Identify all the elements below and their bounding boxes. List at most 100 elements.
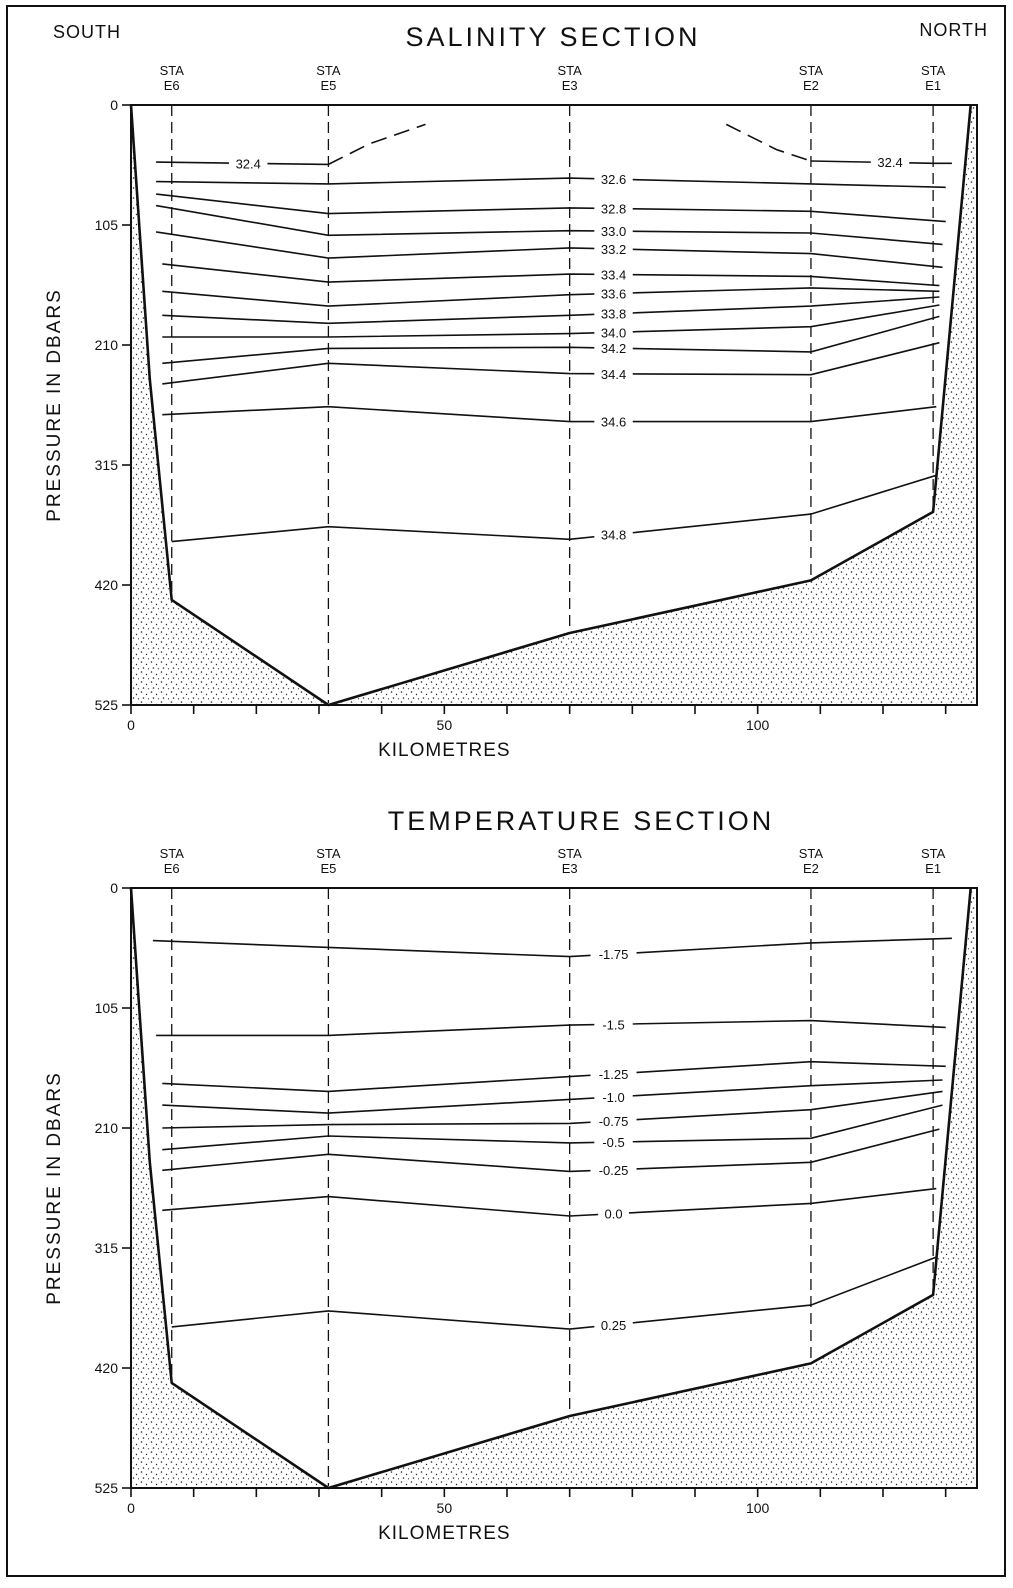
- temperature-isoline-0-5-5: [162, 1104, 943, 1151]
- temperature-y-tick-label-420: 420: [95, 1360, 119, 1376]
- temperature-station-e5-sta-label: STA: [316, 846, 341, 861]
- salinity-isoline-label-bg-11: [594, 365, 633, 382]
- salinity-isoline-label-34-4-11: 34.4: [601, 367, 626, 382]
- salinity-station-e5-name: E5: [320, 78, 336, 93]
- temperature-station-e3-sta-label: STA: [558, 846, 583, 861]
- salinity-isoline-34-6-12: [162, 405, 937, 423]
- salinity-y-tick-label-420: 420: [95, 577, 119, 593]
- salinity-isoline-34-8-13: [171, 474, 937, 543]
- salinity-isoline-33-0-4: [155, 204, 943, 246]
- temperature-isoline-label-1-25-2: -1.25: [599, 1067, 629, 1082]
- temperature-isoline-1-5-1: [156, 1019, 946, 1037]
- salinity-isoline-label-bg-1: [870, 154, 910, 171]
- salinity-y-axis-label: PRESSURE IN DBARS: [44, 288, 65, 522]
- salinity-isoline-34-4-11: [162, 341, 940, 385]
- temperature-isoline-label-0-25-6: -0.25: [599, 1163, 629, 1178]
- salinity-isoline-32-4-1: [810, 160, 952, 165]
- salinity-isoline-32-4-1-dashed: [725, 123, 812, 162]
- temperature-isoline-1-0-3: [162, 1079, 943, 1114]
- salinity-isoline-label-32-4-0: 32.4: [236, 156, 261, 171]
- salinity-station-e2-name: E2: [803, 78, 819, 93]
- salinity-station-e5-sta-label: STA: [316, 63, 341, 78]
- salinity-isoline-label-bg-6: [594, 266, 633, 283]
- salinity-isoline-label-32-4-1: 32.4: [877, 155, 902, 170]
- salinity-y-tick-label-0: 0: [110, 97, 118, 113]
- temperature-isotherms: -1.75 -1.5 -1.25 -1.0 -0.75 -0.5 -0.25 0.0 0.25: [152, 937, 952, 1333]
- salinity-x-tick-label-100: 100: [746, 717, 770, 733]
- salinity-station-e6-sta-label: STA: [160, 63, 185, 78]
- temperature-station-e6-name: E6: [164, 861, 180, 876]
- temperature-isoline-0-25-6: [162, 1128, 940, 1173]
- temperature-isoline-label-0-25-8: 0.25: [601, 1318, 626, 1333]
- salinity-x-axis-label: KILOMETRES: [378, 740, 510, 761]
- temperature-isoline-label-bg-7: [598, 1205, 629, 1222]
- temperature-isoline-0-75-4: [162, 1090, 943, 1129]
- salinity-isoline-label-34-8-13: 34.8: [601, 528, 626, 543]
- temperature-section-chart: TEMPERATURE SECTION STAE6STAE5STAE3STAE2…: [44, 806, 978, 1544]
- temperature-isoline-label-bg-4: [590, 1112, 637, 1129]
- temperature-y-axis-label: PRESSURE IN DBARS: [44, 1071, 65, 1305]
- salinity-station-e1-name: E1: [925, 78, 941, 93]
- salinity-station-e3-sta-label: STA: [558, 63, 583, 78]
- temperature-station-e1-sta-label: STA: [921, 846, 946, 861]
- temperature-isoline-label-bg-8: [594, 1316, 633, 1333]
- temperature-isoline-label-1-75-0: -1.75: [599, 947, 629, 962]
- salinity-station-e1-sta-label: STA: [921, 63, 946, 78]
- salinity-isoline-33-8-8: [162, 296, 940, 325]
- temperature-x-tick-label-50: 50: [437, 1500, 453, 1516]
- temperature-station-e6-sta-label: STA: [160, 846, 185, 861]
- salinity-isoline-label-bg-10: [594, 340, 633, 357]
- salinity-isoline-34-0-9: [162, 304, 940, 338]
- salinity-isoline-32-8-3: [156, 193, 946, 223]
- temperature-isoline-label-bg-5: [594, 1134, 633, 1151]
- salinity-isohalines: 32.4 32.4 32.6 32.8 33.0 33.2 33.4 33.6 33.8 34.0…: [155, 123, 952, 543]
- temperature-y-tick-label-105: 105: [95, 1000, 119, 1016]
- temperature-y-tick-label-210: 210: [95, 1120, 119, 1136]
- temperature-seabed-stipple: [131, 888, 977, 1488]
- temperature-station-e1-name: E1: [925, 861, 941, 876]
- salinity-seabed-stipple: [131, 105, 977, 705]
- salinity-isoline-label-34-6-12: 34.6: [601, 415, 626, 430]
- salinity-isoline-32-4-0-dashed: [328, 123, 426, 166]
- salinity-isoline-33-6-7: [162, 287, 940, 307]
- temperature-isoline-label-0-5-5: -0.5: [602, 1135, 624, 1150]
- salinity-isoline-33-2-5: [155, 231, 943, 269]
- temperature-isoline-label-bg-3: [594, 1088, 633, 1105]
- salinity-isoline-label-bg-8: [594, 305, 633, 322]
- salinity-x-tick-label-0: 0: [127, 717, 135, 733]
- temperature-isoline-label-0-75-4: -0.75: [599, 1114, 629, 1129]
- temperature-bottom-profile: [129, 887, 972, 1490]
- salinity-isoline-label-bg-9: [594, 324, 633, 341]
- temperature-isoline-0-0-7: [162, 1187, 937, 1217]
- temperature-station-e5-name: E5: [320, 861, 336, 876]
- salinity-isoline-label-bg-13: [594, 526, 633, 543]
- salinity-isoline-label-bg-3: [594, 200, 633, 217]
- salinity-isoline-label-33-2-5: 33.2: [601, 242, 626, 257]
- temperature-isoline-label-bg-2: [590, 1065, 637, 1082]
- temperature-station-e2-name: E2: [803, 861, 819, 876]
- salinity-y-tick-label-315: 315: [95, 457, 119, 473]
- temperature-isoline-label-bg-0: [590, 946, 637, 963]
- temperature-station-e3-name: E3: [562, 861, 578, 876]
- salinity-station-e6-name: E6: [164, 78, 180, 93]
- salinity-isoline-label-33-8-8: 33.8: [601, 307, 626, 322]
- temperature-isoline-label-1-5-1: -1.5: [602, 1017, 624, 1032]
- temperature-y-tick-label-315: 315: [95, 1240, 119, 1256]
- salinity-isoline-label-bg-4: [594, 223, 633, 240]
- salinity-axes: 0 105 210 315 420 525 0 50 100: [95, 97, 947, 733]
- temperature-plot-frame: [130, 887, 978, 1489]
- salinity-y-tick-label-525: 525: [95, 697, 119, 713]
- salinity-isoline-label-32-6-2: 32.6: [601, 172, 626, 187]
- salinity-isoline-label-bg-5: [594, 240, 633, 257]
- south-label: SOUTH: [53, 22, 121, 42]
- temperature-x-tick-label-100: 100: [746, 1500, 770, 1516]
- temperature-x-axis-label: KILOMETRES: [378, 1523, 510, 1544]
- temperature-isoline-label-bg-6: [590, 1161, 637, 1178]
- temperature-x-tick-label-0: 0: [127, 1500, 135, 1516]
- salinity-x-tick-label-50: 50: [437, 717, 453, 733]
- temperature-isoline-0-25-8: [171, 1256, 937, 1330]
